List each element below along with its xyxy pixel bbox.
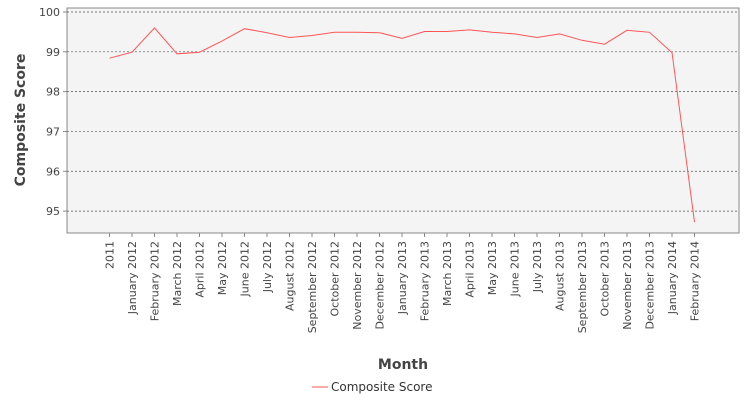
x-tick-label: April 2012 [194,241,207,298]
x-tick-label: 2011 [104,241,117,269]
x-tick-label: February 2013 [419,241,432,321]
series-lines [109,27,695,223]
x-tick-label: December 2012 [374,241,387,330]
x-tick-label: June 2013 [509,241,522,297]
x-tick-label: January 2013 [396,241,409,315]
y-axis-title: Composite Score [13,54,29,187]
x-tick-label: January 2012 [126,241,139,315]
y-tick-label: 97 [46,125,60,138]
y-tick-label: 99 [46,46,60,59]
x-tick-label: October 2012 [329,241,342,317]
x-tick-label: May 2013 [486,241,499,295]
x-tick-label: March 2013 [441,241,454,306]
x-tick-label: November 2013 [621,241,634,330]
x-tick-label: August 2013 [554,241,567,311]
y-tick-label: 100 [39,6,60,19]
legend-label: Composite Score [331,380,432,394]
y-axis-ticks: 95 96 97 98 99 100 [39,6,67,218]
y-tick-label: 98 [46,86,60,99]
x-tick-label: February 2012 [149,241,162,321]
x-tick-label: September 2013 [576,241,589,333]
x-axis-ticks: 2011 January 2012 February 2012 March 2012 A… [104,233,702,333]
legend: Composite Score [312,380,432,394]
series-line-composite-score [109,27,695,223]
x-tick-label: February 2014 [689,241,702,321]
x-tick-label: July 2013 [531,241,544,293]
x-tick-label: August 2012 [284,241,297,311]
x-tick-label: May 2012 [216,241,229,295]
x-tick-label: October 2013 [599,241,612,317]
grid-lines [67,11,739,212]
x-tick-label: December 2013 [644,241,657,330]
x-axis-title: Month [378,357,428,373]
plot-background [66,7,740,234]
x-tick-label: April 2013 [464,241,477,298]
x-tick-label: September 2012 [306,241,319,333]
x-tick-label: January 2014 [666,241,679,315]
y-tick-label: 95 [46,205,60,218]
y-tick-label: 96 [46,165,60,178]
x-tick-label: June 2012 [239,241,252,297]
x-tick-label: July 2012 [261,241,274,293]
x-tick-label: November 2012 [351,241,364,330]
x-tick-label: March 2012 [171,241,184,306]
